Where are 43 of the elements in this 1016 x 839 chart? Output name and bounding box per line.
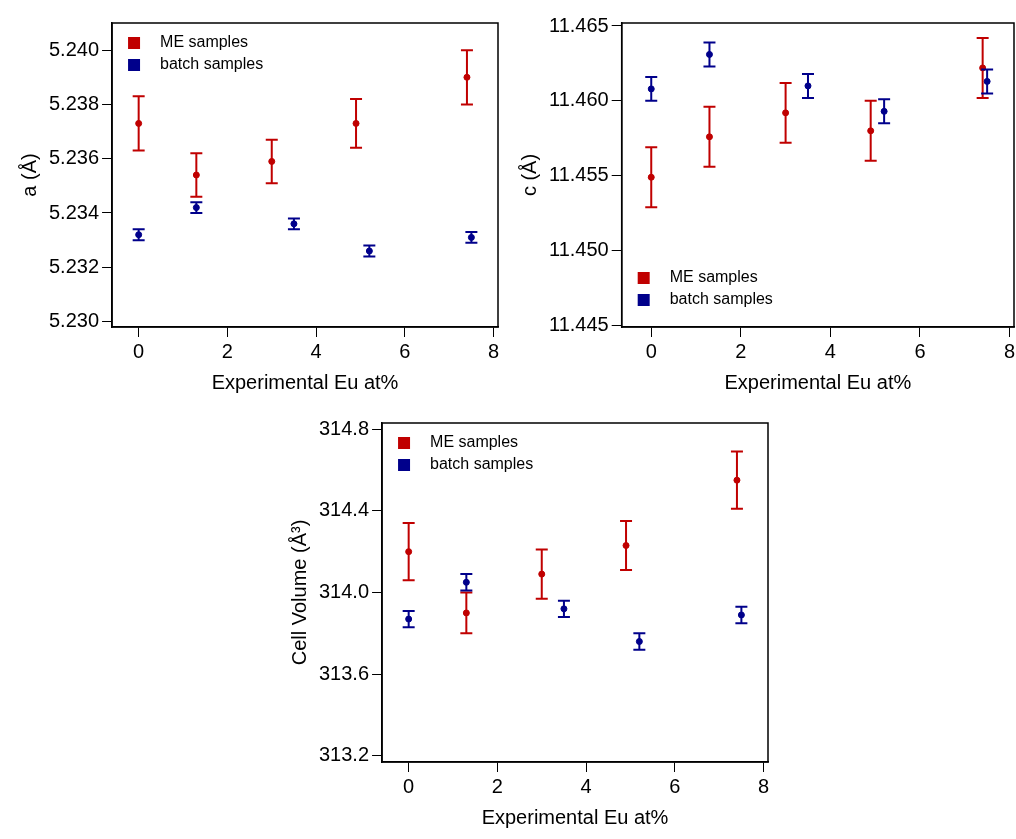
x-axis-title: Experimental Eu at% [481,805,669,828]
x-tick-label: 6 [914,339,926,362]
y-tick-label: 5.232 [48,254,100,277]
legend-label: ME samples [430,433,519,451]
y-tick-label: 11.460 [549,88,609,111]
x-tick-label: 4 [580,774,592,797]
legend-label: ME samples [669,268,758,286]
y-tick-label: 5.234 [48,200,100,223]
x-tick-label: 2 [735,339,747,362]
x-tick-label: 4 [310,339,322,362]
legend-label: batch samples [669,290,773,308]
x-tick-label: 2 [491,774,503,797]
y-tick-label: 5.240 [48,37,100,60]
y-tick-label: 5.238 [48,91,100,114]
x-tick-label: 6 [669,774,681,797]
x-tick-label: 0 [403,774,415,797]
y-axis-title: Cell Volume (Å³) [287,519,310,666]
y-tick-label: 11.465 [549,13,609,36]
y-tick-label: 313.6 [318,661,370,684]
x-tick-label: 0 [645,339,657,362]
y-axis-title: c (Å) [517,153,540,197]
legend-label: batch samples [430,455,534,473]
y-tick-label: 314.4 [318,498,370,521]
x-tick-label: 8 [1003,339,1016,362]
x-tick-label: 4 [824,339,836,362]
y-tick-label: 5.236 [48,146,100,169]
x-axis-title: Experimental Eu at% [724,370,912,393]
y-tick-label: 11.450 [549,238,609,261]
y-tick-label: 5.230 [48,309,100,332]
x-tick-label: 8 [758,774,770,797]
x-axis-title: Experimental Eu at% [211,370,399,393]
y-tick-label: 11.445 [549,313,609,336]
y-tick-label: 314.8 [318,416,370,439]
x-tick-label: 0 [133,339,145,362]
x-tick-label: 6 [399,339,411,362]
legend-label: ME samples [160,33,249,51]
y-axis-title: a (Å) [17,153,40,197]
y-tick-label: 11.455 [549,163,609,186]
legend-label: batch samples [160,55,264,73]
x-tick-label: 8 [488,339,500,362]
y-tick-label: 314.0 [318,580,370,603]
x-tick-label: 2 [221,339,233,362]
y-tick-label: 313.2 [318,743,370,766]
